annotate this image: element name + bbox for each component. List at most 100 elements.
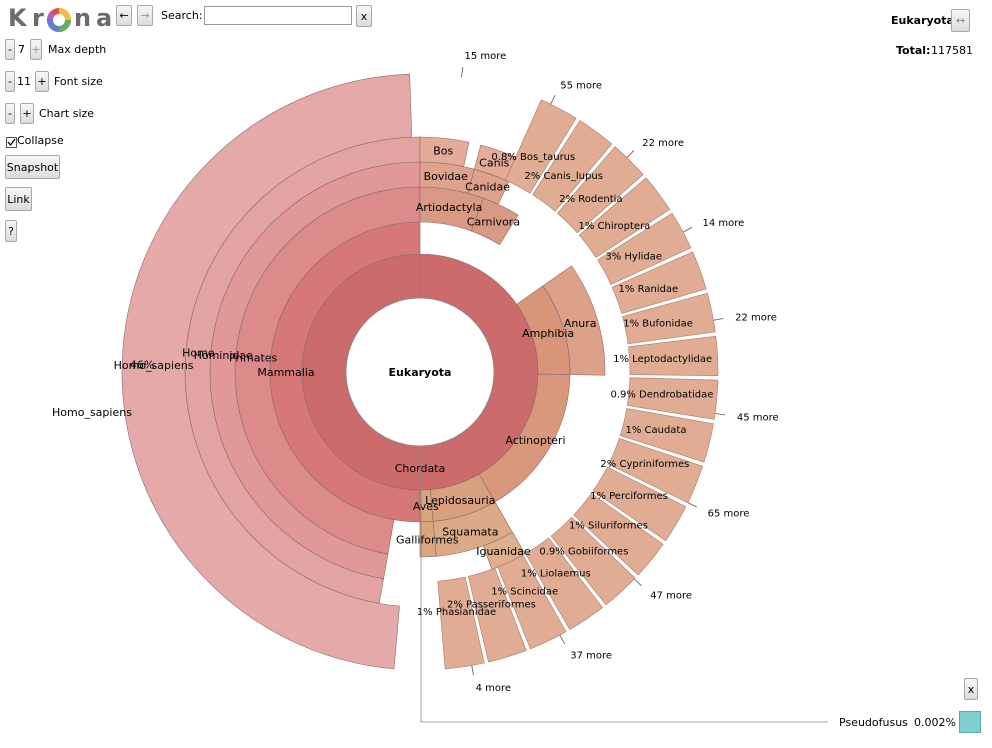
expand-arrows-icon: ↔ xyxy=(955,14,966,27)
more-leader-line xyxy=(626,150,635,158)
more-leader-line xyxy=(559,634,565,645)
segment-scincidae[interactable] xyxy=(497,554,567,650)
homo-sapiens-name: Homo_sapiens xyxy=(52,406,132,419)
more-leader-line xyxy=(461,66,464,77)
search-input[interactable] xyxy=(204,6,352,25)
max-depth-label: Max depth xyxy=(48,43,107,56)
max-depth-value: 7 xyxy=(18,43,25,56)
help-button[interactable]: ? xyxy=(5,220,17,242)
segment-label-hominidae: Hominidae xyxy=(194,349,254,362)
segment-label-aves: Aves xyxy=(413,500,439,513)
outer-label-leptodactylidae: 1% Leptodactylidae xyxy=(613,354,712,365)
more-label[interactable]: 14 more xyxy=(703,218,745,229)
hidden-item-percent: 0.002% xyxy=(914,716,956,729)
segment-label-galliformes: Galliformes xyxy=(396,533,459,546)
segment-bos[interactable] xyxy=(419,136,470,167)
total-label: Total: xyxy=(896,44,931,57)
search-clear-button[interactable]: x xyxy=(356,5,372,27)
more-label[interactable]: 15 more xyxy=(465,51,507,62)
more-leader-line xyxy=(550,94,556,105)
segment-caudata[interactable] xyxy=(619,408,714,463)
more-label[interactable]: 47 more xyxy=(650,590,692,601)
collapse-checkbox[interactable] xyxy=(6,137,17,148)
details-expand-button[interactable]: ↔ xyxy=(951,9,970,32)
hidden-item-swatch[interactable] xyxy=(959,711,981,733)
font-size-label: Font size xyxy=(54,75,103,88)
forward-button[interactable]: → xyxy=(137,5,153,26)
more-leader-line xyxy=(715,413,726,416)
center-hole[interactable] xyxy=(345,297,495,447)
snapshot-button[interactable]: Snapshot xyxy=(5,155,60,179)
segment-canis_lupus[interactable] xyxy=(532,120,613,212)
segment-label-canidae: Canidae xyxy=(465,180,510,193)
details-name: Eukaryota xyxy=(891,14,954,27)
segment-label-amphibia: Amphibia xyxy=(522,327,574,340)
labels-layer: Chordata Mammalia Amphibia Actinopteri Lepid… xyxy=(52,51,779,694)
outer-label-rodentia: 2% Rodentia xyxy=(559,194,622,205)
segment-bufonidae[interactable] xyxy=(622,292,716,345)
more-label[interactable]: 22 more xyxy=(735,312,777,323)
segment-label-bovidae: Bovidae xyxy=(424,170,469,183)
max-depth-decrease-button[interactable]: - xyxy=(5,39,15,60)
more-label[interactable]: 55 more xyxy=(560,80,602,91)
link-button[interactable]: Link xyxy=(5,187,32,211)
chart-size-label: Chart size xyxy=(39,107,95,120)
segment-bos_taurus[interactable] xyxy=(505,99,577,194)
back-button[interactable]: ← xyxy=(116,5,132,26)
outer-label-hylidae: 3% Hylidae xyxy=(605,251,662,262)
total-value: 117581 xyxy=(931,44,973,57)
logo-letter-k: K xyxy=(8,4,27,32)
more-label[interactable]: 45 more xyxy=(737,413,779,424)
chart-size-increase-button[interactable]: + xyxy=(20,103,34,124)
segment-hylidae[interactable] xyxy=(597,212,692,285)
segment-label-squamata: Squamata xyxy=(442,526,498,539)
logo-letter-n: n xyxy=(74,4,92,32)
chart-size-decrease-button[interactable]: - xyxy=(5,103,15,124)
outer-label-scincidae: 1% Scincidae xyxy=(491,586,558,597)
segment-anura[interactable] xyxy=(542,265,606,376)
segment-gobiiformes[interactable] xyxy=(550,516,636,606)
outer-label-liolaemus: 1% Liolaemus xyxy=(521,569,591,580)
more-leader-line xyxy=(687,502,698,508)
segment-dendrobatidae[interactable] xyxy=(626,377,719,420)
segment-label-homo: Homo xyxy=(182,347,215,360)
more-leader-line xyxy=(682,227,693,233)
outer-label-perciformes: 1% Perciformes xyxy=(590,491,668,502)
segment-leptodactylidae[interactable] xyxy=(628,335,719,377)
segment-label-artiodactyla: Artiodactyla xyxy=(416,201,483,214)
font-size-value: 11 xyxy=(17,75,31,88)
max-depth-increase-button[interactable]: + xyxy=(30,39,42,60)
segment-label-chordata: Chordata xyxy=(395,462,446,475)
krona-logo: K r n a xyxy=(8,4,112,34)
segment-label-carnivora: Carnivora xyxy=(467,215,520,228)
hidden-item-leader-line xyxy=(420,447,828,723)
outer-label-dendrobatidae: 0.9% Dendrobatidae xyxy=(610,390,713,401)
segment-homo_sapiens[interactable] xyxy=(121,73,413,670)
collapse-label: Collapse xyxy=(17,134,64,147)
segment-galliformes[interactable] xyxy=(419,521,437,558)
segment-perciformes[interactable] xyxy=(592,466,687,542)
segment-liolaemus[interactable] xyxy=(525,537,603,631)
segment-ranidae[interactable] xyxy=(611,251,707,314)
segment-phasianidae[interactable] xyxy=(437,576,485,670)
segment-label-canis: Canis xyxy=(479,156,509,169)
segment-passeriformes[interactable] xyxy=(467,567,527,663)
segment-label-actinopteri: Actinopteri xyxy=(505,434,565,447)
more-label[interactable]: 65 more xyxy=(708,508,750,519)
outer-label-passeriformes: 2% Passeriformes xyxy=(447,599,536,610)
outer-label-gobiiformes: 0.9% Gobiiformes xyxy=(539,546,628,557)
hidden-item-close-button[interactable]: x xyxy=(964,678,978,700)
more-label[interactable]: 22 more xyxy=(642,138,684,149)
font-size-decrease-button[interactable]: - xyxy=(5,71,15,92)
font-size-increase-button[interactable]: + xyxy=(35,71,49,92)
segment-siluriformes[interactable] xyxy=(573,493,664,576)
segment-cypriniformes[interactable] xyxy=(608,438,704,504)
more-leader-line xyxy=(634,578,642,587)
segment-rodentia[interactable] xyxy=(557,146,644,234)
segment-label-mammalia: Mammalia xyxy=(257,366,314,379)
more-label[interactable]: 37 more xyxy=(570,651,612,662)
segment-chiroptera[interactable] xyxy=(578,177,671,258)
segment-label-homo_sapiens: Homo_sapiens xyxy=(114,359,194,372)
more-label[interactable]: 4 more xyxy=(476,683,511,694)
